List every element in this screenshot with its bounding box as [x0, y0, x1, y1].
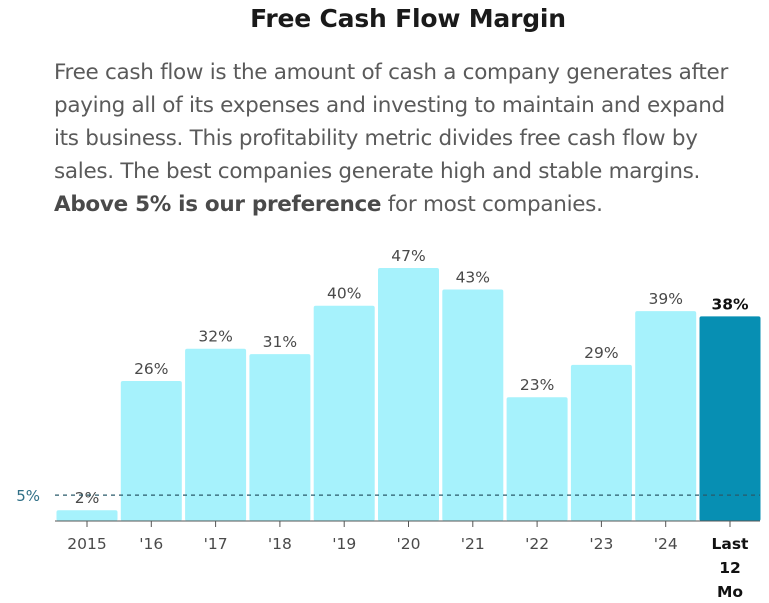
x-axis-group: 2015 '16 '17 '18 '19 '20 '21 '22 '23 '24 Last 12 Mo [55, 520, 760, 601]
x-tick-label-line: '18 [268, 535, 292, 553]
value-label-9: 39% [648, 290, 682, 308]
value-label-10: 38% [711, 295, 749, 313]
description-text-end: for most companies. [381, 192, 603, 217]
x-tick-label-line: '24 [654, 535, 678, 553]
x-tick-label-line: '20 [397, 535, 421, 553]
x-tick-label-line: Last [712, 535, 750, 553]
chart-description: Free cash flow is the amount of cash a c… [54, 56, 754, 221]
reference-line-group: 5% [16, 487, 760, 505]
x-tick-label-2: '17 [204, 535, 228, 553]
x-tick-label-0: 2015 [67, 535, 106, 553]
value-label-3: 31% [263, 333, 297, 351]
x-tick-label-line: 2015 [67, 535, 106, 553]
x-tick-label-line: '23 [589, 535, 613, 553]
x-tick-label-9: '24 [654, 535, 678, 553]
bar-3 [249, 354, 311, 521]
x-tick-label-5: '20 [397, 535, 421, 553]
x-tick-label-3: '18 [268, 535, 292, 553]
value-label-0: 2% [75, 489, 100, 507]
chart-title: Free Cash Flow Margin [250, 4, 566, 33]
reference-line-label: 5% [16, 487, 40, 505]
bar-7 [506, 397, 568, 521]
x-tick-label-line: Mo [717, 583, 743, 601]
x-tick-label-line: '19 [332, 535, 356, 553]
value-label-6: 43% [456, 269, 490, 287]
bar-1 [120, 381, 182, 521]
value-label-5: 47% [391, 247, 425, 265]
bar-4 [313, 305, 375, 521]
x-tick-label-line: '21 [461, 535, 485, 553]
bar-8 [570, 364, 632, 521]
description-text: Free cash flow is the amount of cash a c… [54, 60, 728, 184]
x-tick-label-line: '17 [204, 535, 228, 553]
bar-6 [442, 289, 504, 521]
x-tick-label-7: '22 [525, 535, 549, 553]
bar-9 [635, 311, 697, 521]
bars-group: 2% 26% 32% 31% 40% 47% 43% 23% 29% 39% 38% [56, 247, 761, 521]
x-tick-label-1: '16 [139, 535, 163, 553]
x-tick-label-6: '21 [461, 535, 485, 553]
x-tick-label-line: 12 [719, 559, 741, 577]
value-label-2: 32% [198, 328, 232, 346]
x-tick-label-8: '23 [589, 535, 613, 553]
value-label-7: 23% [520, 376, 554, 394]
bar-0 [56, 510, 118, 521]
x-tick-label-line: '22 [525, 535, 549, 553]
bar-10 [699, 316, 761, 521]
bar-2 [185, 348, 247, 521]
value-label-8: 29% [584, 344, 618, 362]
x-tick-label-10: Last 12 Mo [712, 535, 750, 601]
value-label-4: 40% [327, 285, 361, 303]
description-emphasis: Above 5% is our preference [54, 192, 382, 217]
bar-5 [378, 268, 439, 521]
value-label-1: 26% [134, 360, 168, 378]
x-tick-label-4: '19 [332, 535, 356, 553]
x-tick-label-line: '16 [139, 535, 163, 553]
